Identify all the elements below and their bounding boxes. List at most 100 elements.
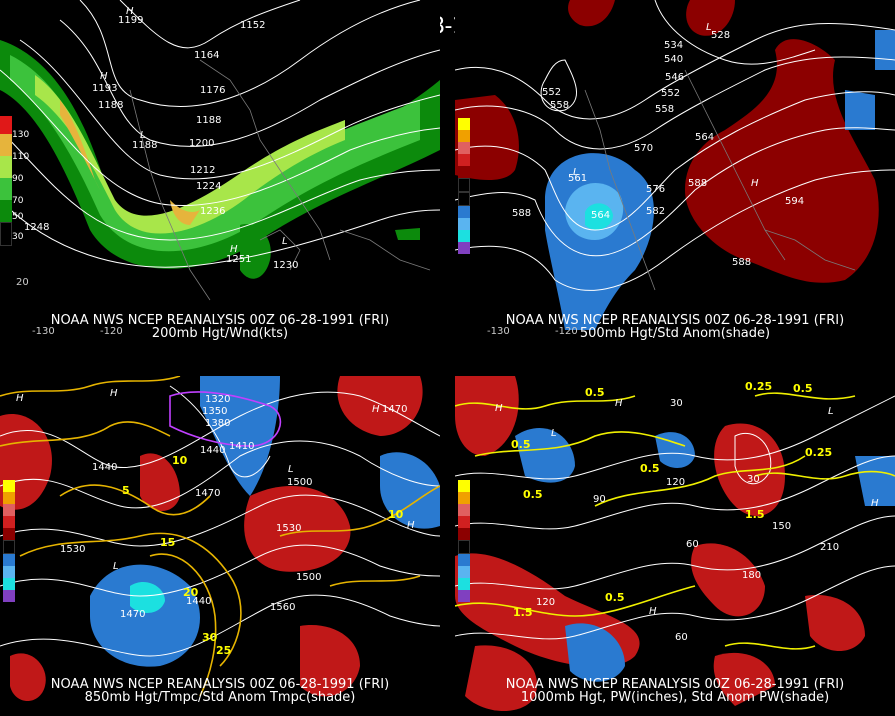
- svg-text:L: L: [282, 236, 288, 247]
- contour-label: 564: [695, 132, 714, 143]
- panel-500mb: 534 540 546 552 558 564 570 576 582 588 …: [455, 0, 895, 340]
- svg-text:H: H: [372, 404, 380, 415]
- temp-label: 10: [172, 454, 188, 467]
- pw-label: 1.5: [745, 508, 765, 521]
- pw-label: 0.25: [805, 446, 832, 459]
- contour-label: 120: [536, 597, 555, 608]
- panel-caption: NOAA NWS NCEP REANALYSIS 00Z 06-28-1991 …: [505, 677, 845, 692]
- contour-label: 540: [664, 54, 683, 65]
- panel-caption: NOAA NWS NCEP REANALYSIS 00Z 06-28-1991 …: [505, 313, 845, 328]
- contour-label: 1560: [270, 602, 295, 613]
- pw-label: 1.5: [513, 606, 533, 619]
- legend-label: 50: [12, 212, 24, 222]
- anom-legend: [458, 118, 470, 258]
- contour-label: 534: [664, 40, 683, 51]
- pw-label: 0.5: [640, 462, 660, 475]
- contour-label: 546: [665, 72, 684, 83]
- contour-label: 1500: [287, 477, 312, 488]
- panel-subcaption: 1000mb Hgt, PW(inches), Std Anom PW(shad…: [520, 690, 830, 705]
- contour-label: 558: [550, 100, 569, 111]
- contour-label: 588: [512, 208, 531, 219]
- svg-text:L: L: [551, 428, 557, 439]
- legend-label: 30: [12, 232, 24, 242]
- svg-text:H: H: [230, 244, 238, 255]
- temp-label: 25: [216, 644, 231, 657]
- lon-tick: -120: [100, 326, 123, 337]
- contour-label: 1500: [296, 572, 321, 583]
- svg-text:H: H: [495, 403, 503, 414]
- panel-subcaption: 500mb Hgt/Std Anom(shade): [579, 326, 771, 340]
- contour-label: 1380: [205, 418, 230, 429]
- contour-label: 588: [688, 178, 707, 189]
- contour-label: 210: [820, 542, 839, 553]
- contour-label: 1440: [92, 462, 117, 473]
- contour-label: 60: [686, 539, 699, 550]
- contour-label: 528: [711, 30, 730, 41]
- contour-label: 1410: [229, 441, 254, 452]
- contour-label: 1470: [120, 609, 145, 620]
- lat-tick: 20: [16, 277, 29, 288]
- contour-label: 1176: [200, 85, 225, 96]
- panel-subcaption: 200mb Hgt/Wnd(kts): [151, 326, 289, 340]
- svg-text:H: H: [615, 398, 623, 409]
- panel-caption: NOAA NWS NCEP REANALYSIS 00Z 06-28-1991 …: [50, 677, 390, 692]
- contour-label: 60: [675, 632, 688, 643]
- legend-label: 110: [12, 152, 30, 162]
- pw-label: 0.5: [605, 591, 625, 604]
- contour-label: 552: [542, 87, 561, 98]
- anom-legend: [458, 480, 470, 618]
- map-1000mb-svg: 30 60 90 120 150 180 210 120 60 30 0.5 0…: [455, 376, 895, 716]
- temp-label: 15: [160, 536, 175, 549]
- contour-label: 1236: [200, 206, 225, 217]
- map-200mb-svg: 1164 1176 1188 1188 1200 1212 1224 1236 …: [0, 0, 440, 340]
- contour-label: 558: [655, 104, 674, 115]
- temp-label: 30: [202, 631, 218, 644]
- panel-1000mb: 30 60 90 120 150 180 210 120 60 30 0.5 0…: [455, 376, 895, 716]
- contour-label: 90: [593, 494, 606, 505]
- contour-label: 582: [646, 206, 665, 217]
- contour-label: 1193: [92, 83, 117, 94]
- contour-label: 1440: [186, 596, 211, 607]
- contour-label: 1248: [24, 222, 49, 233]
- contour-label: 1199: [118, 15, 143, 26]
- svg-text:H: H: [871, 498, 879, 509]
- contour-label: 1320: [205, 394, 230, 405]
- svg-text:H: H: [100, 71, 108, 82]
- contour-label: 1230: [273, 260, 298, 271]
- contour-label: 552: [661, 88, 680, 99]
- legend-label: 90: [12, 174, 24, 184]
- panel-subcaption: 850mb Hgt/Tmpc/Std Anom Tmpc(shade): [84, 690, 356, 705]
- temp-label: 20: [183, 586, 199, 599]
- contour-label: 1188: [98, 100, 123, 111]
- lon-tick: -130: [487, 326, 510, 337]
- contour-label: 1440: [200, 445, 225, 456]
- svg-text:L: L: [140, 130, 146, 141]
- anom-legend: [3, 480, 15, 618]
- legend-label: 130: [12, 130, 30, 140]
- svg-text:L: L: [573, 167, 579, 178]
- temp-label: 5: [122, 484, 130, 497]
- contour-label: 1164: [194, 50, 219, 61]
- contour-label: 561: [568, 173, 587, 184]
- pw-label: 0.5: [793, 382, 813, 395]
- contour-label: 1188: [132, 140, 157, 151]
- contour-label: 588: [732, 257, 751, 268]
- lon-tick: -130: [32, 326, 55, 337]
- svg-text:L: L: [706, 22, 712, 33]
- contour-label: 1470: [195, 488, 220, 499]
- panel-200mb: 1164 1176 1188 1188 1200 1212 1224 1236 …: [0, 0, 440, 340]
- svg-text:H: H: [110, 388, 118, 399]
- svg-text:L: L: [828, 406, 834, 417]
- contour-label: 594: [785, 196, 804, 207]
- contour-label: 1212: [190, 165, 215, 176]
- contour-label: 1470: [382, 404, 407, 415]
- contour-label: 576: [646, 184, 665, 195]
- pw-label: 0.5: [585, 386, 605, 399]
- svg-text:H: H: [751, 178, 759, 189]
- map-500mb-svg: 534 540 546 552 558 564 570 576 582 588 …: [455, 0, 895, 340]
- contour-label: 1251: [226, 254, 251, 265]
- pw-label: 0.25: [745, 380, 772, 393]
- svg-text:L: L: [113, 561, 119, 572]
- contour-label: 1152: [240, 20, 265, 31]
- wind-legend: [0, 116, 12, 256]
